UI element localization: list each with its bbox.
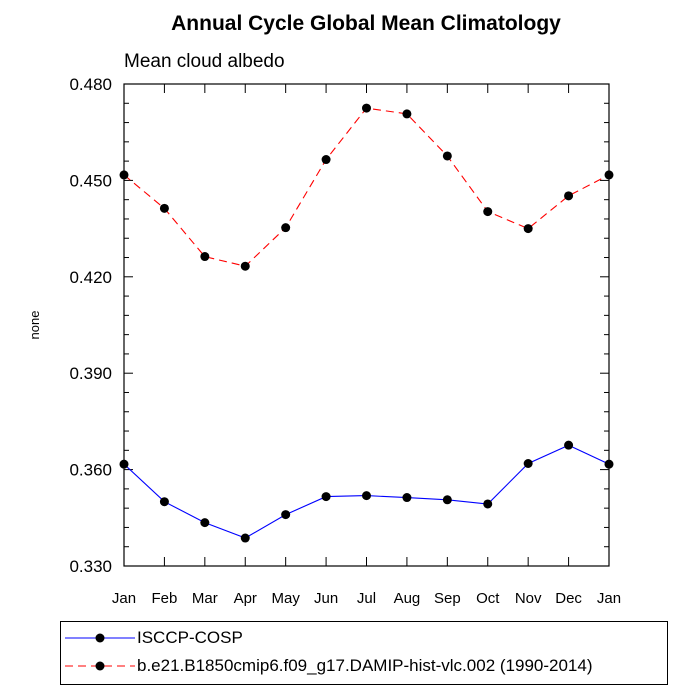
data-point-1	[564, 191, 574, 201]
series-line-1	[123, 107, 610, 267]
x-tick-label: Mar	[192, 590, 218, 607]
x-tick-label: Nov	[515, 590, 542, 607]
plot-series	[119, 103, 614, 543]
legend: ISCCP-COSP b.e21.B1850cmip6.f09_g17.DAMI…	[60, 621, 668, 685]
data-point-1	[321, 155, 331, 165]
x-tick-label: Apr	[234, 590, 257, 607]
x-tick-label: Oct	[476, 590, 500, 607]
data-point-1	[200, 252, 210, 262]
data-point-1	[442, 151, 452, 161]
data-point-0	[119, 459, 129, 469]
axes: 0.330 0.360 0.390 0.420 0.450 0.480 Jan Feb Mar A…	[69, 75, 621, 607]
data-point-0	[402, 493, 412, 503]
y-tick-label: 0.420	[69, 268, 112, 287]
y-tick-label: 0.480	[69, 75, 112, 94]
data-point-1	[604, 170, 614, 180]
chart-subtitle: Mean cloud albedo	[124, 51, 285, 72]
x-tick-label: May	[271, 590, 300, 607]
data-point-0	[240, 533, 250, 543]
y-tick-label: 0.390	[69, 364, 112, 383]
data-point-1	[159, 203, 169, 213]
data-point-1	[523, 224, 533, 234]
x-tick-label: Feb	[151, 590, 177, 607]
data-point-0	[200, 518, 210, 528]
legend-label-model: b.e21.B1850cmip6.f09_g17.DAMIP-hist-vlc.…	[137, 656, 593, 675]
x-tick-label: Jan	[112, 590, 136, 607]
data-point-0	[159, 497, 169, 507]
legend-line-solid-icon	[65, 633, 135, 643]
data-point-0	[281, 510, 291, 520]
y-axis-label: none	[27, 311, 42, 340]
data-point-1	[119, 170, 129, 180]
data-point-1	[240, 261, 250, 271]
legend-label-isccp: ISCCP-COSP	[137, 628, 243, 647]
data-point-0	[483, 499, 493, 509]
x-tick-label: Jul	[357, 590, 376, 607]
data-point-0	[362, 491, 371, 501]
data-point-1	[281, 223, 291, 233]
x-tick-label: Jan	[597, 590, 621, 607]
data-point-1	[483, 207, 493, 217]
x-tick-label: Sep	[434, 590, 461, 607]
data-point-1	[402, 109, 412, 119]
legend-item-model: b.e21.B1850cmip6.f09_g17.DAMIP-hist-vlc.…	[61, 655, 593, 677]
legend-line-dashed-icon	[65, 661, 135, 671]
x-tick-label: Dec	[555, 590, 582, 607]
chart-title: Annual Cycle Global Mean Climatology	[171, 12, 561, 35]
legend-item-isccp: ISCCP-COSP	[61, 627, 243, 649]
x-tick-label: Jun	[314, 590, 338, 607]
data-point-0	[442, 495, 452, 505]
y-tick-label: 0.330	[69, 557, 112, 576]
y-tick-label: 0.450	[69, 171, 112, 190]
data-point-0	[523, 458, 533, 468]
data-point-0	[564, 440, 574, 450]
data-point-0	[321, 492, 331, 502]
data-point-0	[604, 459, 614, 469]
data-point-1	[362, 103, 371, 113]
x-tick-label: Aug	[394, 590, 421, 607]
y-tick-label: 0.360	[69, 461, 112, 480]
